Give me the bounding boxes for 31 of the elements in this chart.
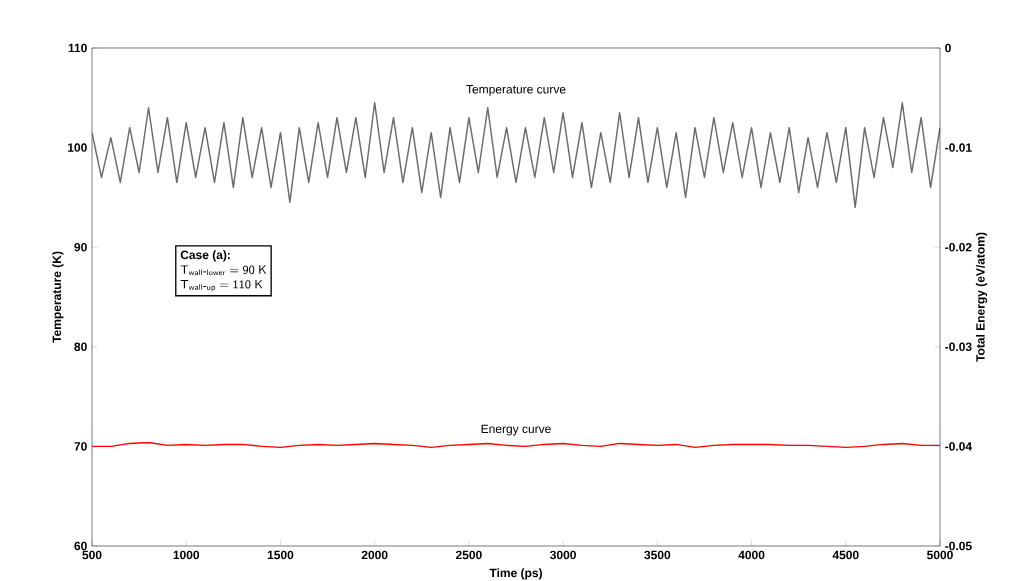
y2-tick-label: -0.03: [945, 342, 972, 352]
x-tick-label: 4000: [738, 550, 765, 560]
x-tick-label: 1000: [173, 550, 200, 560]
y2-tick-label: -0.02: [945, 242, 972, 252]
series-label: Energy curve: [481, 424, 551, 436]
annotation: Case (a):: [180, 250, 230, 262]
y-tick-label: 110: [68, 43, 87, 53]
line-series: [92, 102, 940, 209]
y2-tick-label: -0.01: [945, 143, 972, 152]
x-tick-label: 2000: [361, 550, 388, 560]
x-axis-title: Time (ps): [489, 568, 542, 580]
y2-tick-label: -0.04: [945, 442, 972, 451]
y-tick-label: 80: [74, 342, 87, 352]
x-tick-label: 5000: [927, 550, 953, 560]
y-tick-label: 60: [74, 541, 87, 551]
y2-axis-title: Total Energy (eV/atom): [975, 232, 988, 362]
x-tick-label: 2500: [455, 550, 482, 560]
y-tick-label: 100: [68, 143, 87, 152]
y2-tick-label: -0.05: [945, 541, 972, 551]
y-tick-label: 90: [74, 242, 87, 252]
annotation: $\mathsf{T}_{\mathsf{wall\mbox{-}lower}} = \mathsf{90\ K}$: [180, 265, 267, 276]
x-tick-label: 500: [82, 550, 102, 560]
x-tick-label: 4500: [832, 550, 859, 560]
x-tick-label: 3500: [644, 550, 671, 560]
y-axis-title: Temperature (K): [52, 251, 64, 343]
series-label: Temperature curve: [466, 85, 566, 96]
y-tick-label: 70: [74, 442, 87, 451]
x-tick-label: 1500: [267, 550, 294, 560]
y2-tick-label: 0: [945, 43, 951, 53]
x-tick-label: 3000: [550, 550, 576, 560]
annotation: $\mathsf{T}_{\mathsf{wall\mbox{-}up}} = \mathsf{110\ K}$: [180, 280, 263, 292]
